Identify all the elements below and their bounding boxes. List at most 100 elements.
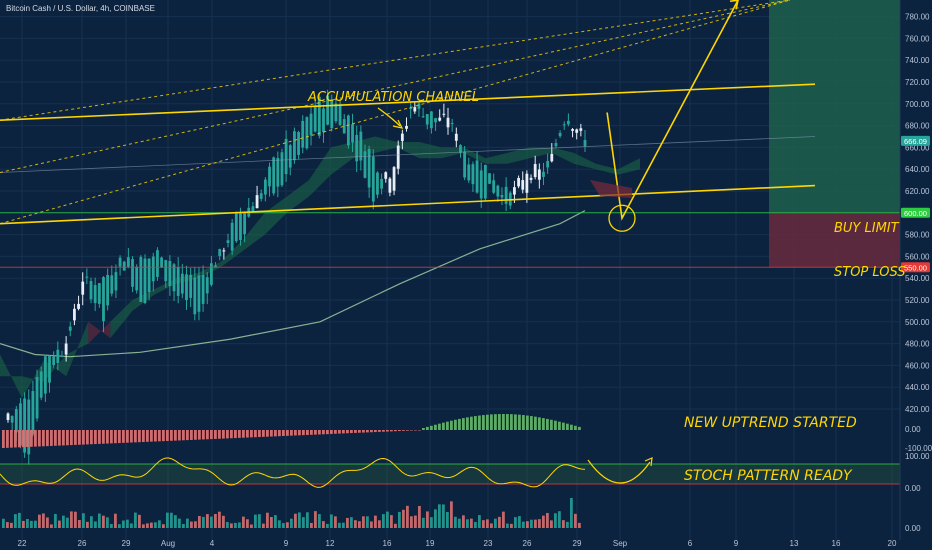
- volume-bar: [354, 520, 357, 528]
- candle-body: [255, 195, 259, 209]
- price-tick-label: 560.00: [905, 252, 930, 261]
- volume-bar: [558, 511, 561, 528]
- macd-bar: [54, 430, 57, 446]
- annotation-arrow: [377, 107, 401, 127]
- volume-bar: [78, 519, 81, 528]
- volume-bar: [234, 522, 237, 528]
- pane-tick-label: 0.00: [905, 484, 921, 493]
- volume-bar: [166, 512, 169, 528]
- cloud-segment: [551, 147, 574, 164]
- macd-histogram: [2, 414, 581, 448]
- candle-body: [189, 274, 193, 298]
- candle-body: [77, 303, 80, 309]
- candle-body: [446, 117, 450, 128]
- volume-bar: [210, 516, 213, 528]
- cloud-segment: [375, 136, 398, 153]
- ma-line: [0, 210, 586, 358]
- candle-body: [475, 160, 479, 193]
- position-zones: [769, 0, 900, 268]
- candle-body: [131, 259, 134, 287]
- candle-body: [463, 151, 467, 178]
- candle-body: [251, 206, 255, 213]
- price-badge: [901, 207, 930, 218]
- candle-body: [280, 152, 284, 186]
- volume-bar: [294, 513, 297, 528]
- pane-tick-label: -100.00: [905, 444, 932, 453]
- price-tick-label: 620.00: [905, 187, 930, 196]
- candle-body: [342, 119, 346, 134]
- volume-bar: [178, 518, 181, 528]
- candle-body: [517, 178, 520, 187]
- macd-bar: [238, 430, 241, 438]
- volume-bar: [174, 515, 177, 528]
- candle-body: [554, 143, 558, 147]
- volume-bar: [206, 514, 209, 528]
- macd-bar: [562, 422, 565, 430]
- volume-bar: [238, 522, 241, 528]
- macd-bar: [482, 415, 485, 430]
- macd-bar: [246, 430, 249, 438]
- macd-bar: [62, 430, 65, 446]
- volume-bar: [474, 521, 477, 528]
- volume-bar: [230, 523, 233, 528]
- volume-bar: [494, 518, 497, 528]
- volume-bar: [578, 522, 581, 528]
- cloud-segment: [308, 147, 332, 197]
- volume-bar: [242, 516, 245, 528]
- macd-bar: [578, 426, 581, 430]
- candle-body: [471, 164, 475, 185]
- candle-body: [156, 250, 159, 277]
- volume-bar: [158, 520, 161, 528]
- candle-body: [14, 409, 18, 433]
- candle-body: [180, 273, 184, 294]
- candle-body: [492, 180, 496, 193]
- macd-bar: [118, 430, 121, 444]
- volume-bar: [450, 501, 453, 528]
- volume-bar: [430, 517, 433, 528]
- macd-bar: [526, 415, 529, 430]
- price-axis[interactable]: 420.00 440.00 460.00 480.00 500.00 520.00 540.…: [899, 0, 932, 540]
- candle-body: [459, 145, 462, 153]
- macd-bar: [322, 430, 325, 435]
- macd-bar: [154, 430, 157, 442]
- candle-body: [467, 164, 471, 181]
- macd-bar: [206, 430, 209, 440]
- macd-bar: [474, 416, 477, 430]
- volume-bar: [6, 522, 9, 528]
- candle-body: [35, 377, 39, 419]
- macd-bar: [142, 430, 145, 442]
- volume-bar: [414, 515, 417, 528]
- volume-bar: [58, 520, 61, 528]
- price-badge-label: 550.00: [904, 263, 927, 272]
- macd-bar: [430, 425, 433, 430]
- macd-bar: [282, 430, 285, 436]
- price-tick-label: 520.00: [905, 296, 930, 305]
- macd-bar: [158, 430, 161, 442]
- macd-bar: [38, 430, 41, 447]
- volume-bar: [486, 519, 489, 528]
- time-tick-label: 4: [210, 539, 215, 548]
- macd-bar: [374, 430, 377, 433]
- candle-body: [384, 172, 388, 179]
- volume-bar: [406, 505, 409, 528]
- volume-bar: [454, 516, 457, 528]
- pane-tick-label: 100.00: [905, 452, 930, 461]
- candle-body: [263, 179, 267, 195]
- candle-body: [430, 111, 433, 129]
- candle-body: [380, 178, 383, 189]
- macd-bar: [298, 430, 301, 436]
- candle-body: [301, 120, 305, 148]
- accumulation-channel-label: ACCUMULATION CHANNEL: [307, 90, 479, 105]
- candle-body: [52, 356, 56, 366]
- macd-bar: [550, 419, 553, 430]
- macd-bar: [506, 414, 509, 430]
- time-axis[interactable]: 22 26 29 Aug 4 9 12 16 19 23 26 29 Sep 6 9 13 16 20: [18, 539, 897, 548]
- moving-average-line: [0, 210, 586, 358]
- volume-bar: [198, 515, 201, 528]
- macd-bar: [78, 430, 81, 445]
- cloud-segment: [264, 196, 287, 235]
- candle-body: [172, 264, 176, 292]
- macd-bar: [510, 414, 513, 430]
- candle-body: [562, 124, 566, 126]
